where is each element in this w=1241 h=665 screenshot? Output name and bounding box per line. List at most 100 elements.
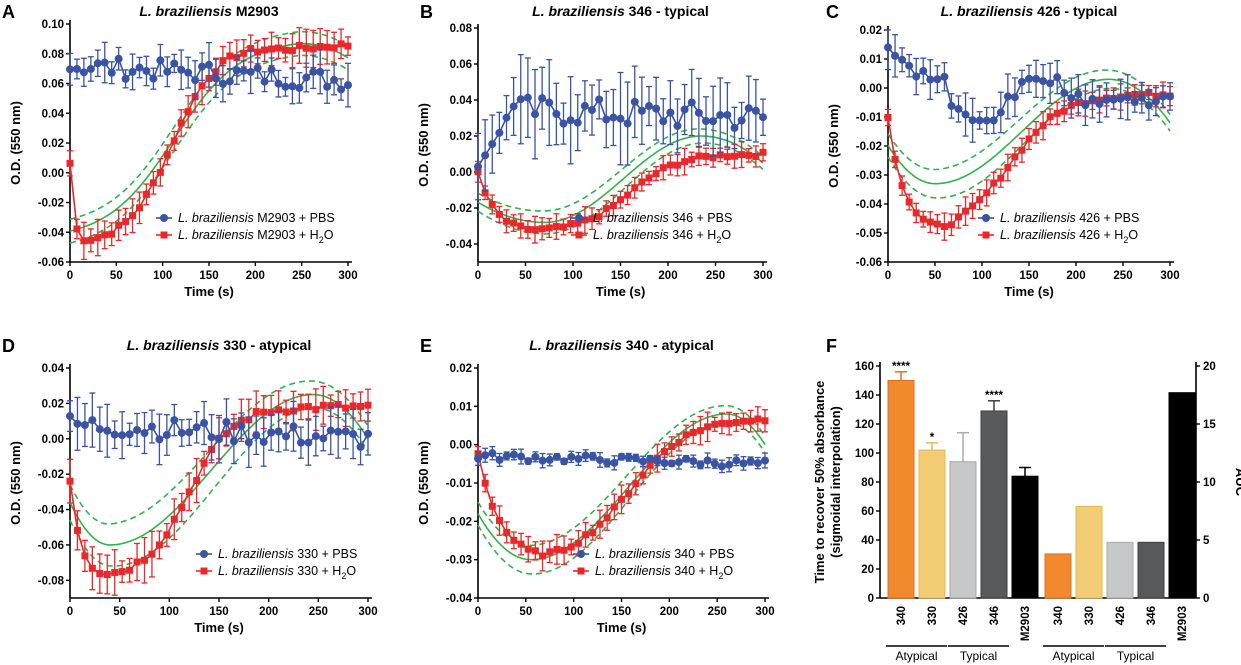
h2o-point: [588, 215, 596, 223]
pbs-point: [252, 431, 261, 440]
pbs-point: [884, 43, 892, 52]
x-tick-label: 250: [706, 270, 725, 282]
y-tick-label: -0.03: [446, 555, 472, 567]
pbs-point: [616, 114, 625, 123]
pbs-point: [191, 76, 200, 85]
h2o-point: [1011, 153, 1019, 161]
h2o-point: [1039, 122, 1047, 130]
pbs-point: [142, 66, 151, 75]
x-axis-label: Time (s): [184, 284, 234, 299]
panel-title: L. braziliensis 330 - atypical: [127, 337, 311, 353]
fit-line: [477, 128, 764, 212]
y-tick-label: 0.00: [42, 168, 64, 180]
h2o-point: [567, 543, 575, 551]
pbs-point: [573, 118, 582, 127]
h2o-point: [524, 545, 532, 553]
pbs-point: [891, 51, 900, 60]
h2o-point: [312, 406, 320, 414]
time-bar: [1011, 475, 1039, 599]
h2o-point: [219, 57, 227, 65]
pbs-point: [1151, 97, 1160, 106]
pbs-point: [660, 459, 669, 468]
pbs-point: [103, 426, 112, 435]
pbs-point: [495, 128, 504, 137]
pbs-point: [732, 456, 741, 465]
pbs-point: [184, 68, 193, 77]
panel-letter: C: [826, 2, 839, 22]
pbs-point: [319, 434, 328, 443]
h2o-point: [696, 427, 704, 435]
pbs-point: [304, 438, 313, 447]
pbs-point: [237, 421, 246, 430]
h2o-point: [268, 45, 276, 53]
h2o-point: [955, 213, 962, 221]
pbs-point: [488, 449, 497, 458]
significance-label: ****: [892, 361, 910, 373]
h2o-point: [704, 423, 712, 431]
h2o-point: [754, 415, 762, 423]
pbs-point: [88, 416, 97, 425]
h2o-point: [327, 402, 335, 410]
category-label: 346: [989, 606, 1001, 625]
panel-title: L. braziliensis M2903: [139, 3, 279, 19]
pbs-point: [100, 58, 109, 67]
h2o-point: [539, 552, 547, 560]
h2o-point: [652, 170, 660, 178]
panel-letter: B: [420, 2, 433, 22]
pbs-point: [495, 455, 504, 464]
pbs-point: [244, 438, 253, 447]
pbs-point: [1166, 92, 1174, 101]
pbs-point: [267, 65, 276, 74]
pbs-point: [659, 117, 668, 126]
pbs-point: [595, 455, 604, 464]
pbs-point: [125, 430, 134, 439]
h2o-point: [596, 520, 604, 528]
h2o-point: [638, 178, 646, 186]
fit-line: [477, 404, 766, 547]
pbs-point: [730, 123, 739, 132]
h2o-point: [170, 515, 178, 523]
h2o-point: [309, 45, 317, 53]
y-tick-label: -0.04: [38, 227, 65, 239]
h2o-point: [337, 40, 345, 48]
pbs-point: [211, 74, 220, 83]
pbs-point: [926, 75, 935, 84]
h2o-point: [531, 226, 539, 234]
y-tick-label: 0.02: [450, 131, 472, 143]
x-tick-label: 200: [660, 606, 679, 618]
h2o-point: [503, 528, 511, 536]
category-label: M2903: [1020, 606, 1032, 641]
h2o-point: [141, 556, 148, 564]
pbs-point: [610, 458, 619, 467]
legend-marker: [982, 231, 990, 239]
y2-tick-label: 10: [1203, 477, 1216, 489]
pbs-point: [66, 412, 74, 421]
h2o-point: [261, 46, 269, 54]
y-tick-label: 0.02: [450, 363, 472, 375]
y-tick-label: 0.04: [42, 108, 65, 120]
group-label: Atypical: [1052, 649, 1094, 663]
pbs-point: [239, 66, 248, 75]
h2o-point: [240, 49, 248, 57]
pbs-point: [538, 456, 547, 465]
panel-letter: E: [420, 336, 432, 356]
legend-marker: [577, 567, 585, 575]
pbs-point: [170, 59, 179, 68]
pbs-point: [1081, 101, 1090, 110]
pbs-point: [581, 451, 590, 460]
pbs-point: [954, 104, 963, 113]
h2o-point: [668, 443, 676, 451]
h2o-point: [552, 223, 560, 231]
pbs-point: [961, 110, 970, 119]
pbs-point: [488, 140, 497, 149]
h2o-point: [66, 159, 74, 167]
y-tick-label: -0.06: [856, 257, 882, 269]
y-tick-label: -0.02: [38, 469, 64, 481]
significance-label: *: [930, 432, 935, 444]
h2o-point: [364, 401, 372, 409]
pbs-point: [185, 428, 194, 437]
h2o-point: [674, 161, 681, 169]
h2o-point: [94, 234, 102, 242]
h2o-point: [739, 417, 747, 425]
y2-tick-label: 20: [1203, 361, 1216, 373]
